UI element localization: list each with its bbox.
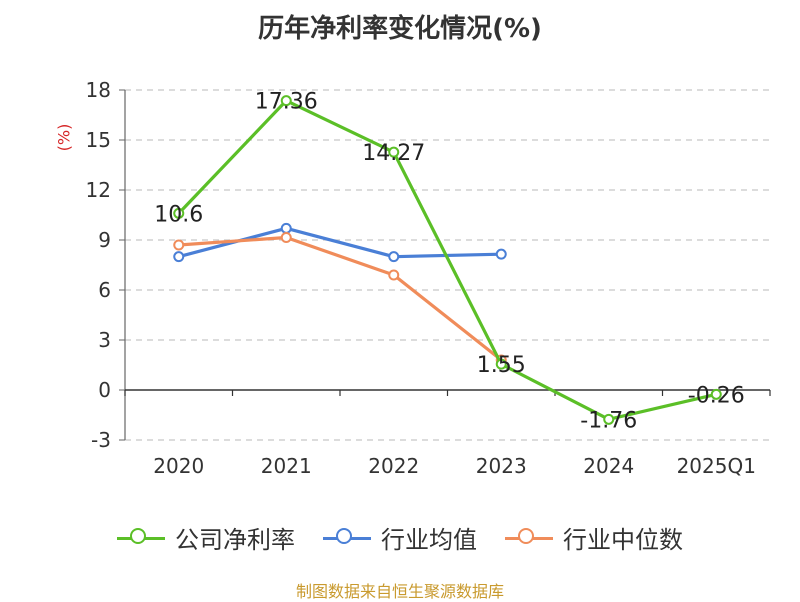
series-0-point-2022 <box>388 146 400 158</box>
series-0-point-2023 <box>495 358 507 370</box>
series-1-point-2020 <box>173 251 185 263</box>
data-label-2020: 10.6 <box>154 202 203 227</box>
series-line-2 <box>178 235 503 362</box>
series-0-point-2020 <box>173 207 185 219</box>
data-label-2024: -1.76 <box>580 408 637 433</box>
x-tick-label-2024: 2024 <box>583 454 634 478</box>
series-0-point-2025Q1 <box>710 388 722 400</box>
legend-swatch-net-margin <box>117 526 165 550</box>
chart-title: 历年净利率变化情况(%) <box>258 14 542 44</box>
legend-label-net-margin: 公司净利率 <box>175 526 295 554</box>
legend: 公司净利率 行业均值 行业中位数 <box>0 520 800 555</box>
legend-label-industry-median: 行业中位数 <box>563 526 683 554</box>
data-label-2025Q1: -0.26 <box>688 383 745 408</box>
y-tick-label-15: 15 <box>86 128 111 152</box>
series-1-point-2022 <box>388 251 400 263</box>
x-tick-label-2023: 2023 <box>476 454 527 478</box>
x-tick-label-2020: 2020 <box>153 454 204 478</box>
series-2-point-2022 <box>388 269 400 281</box>
legend-item-net-margin[interactable]: 公司净利率 <box>117 520 295 555</box>
x-tick-label-2022: 2022 <box>368 454 419 478</box>
legend-swatch-industry-median <box>505 526 553 550</box>
y-tick-label-3: 3 <box>98 328 111 352</box>
y-tick-label-0: 0 <box>98 378 111 402</box>
series-2-point-2021 <box>280 232 292 243</box>
series-1-point-2023 <box>495 248 507 260</box>
series-2-point-2020 <box>173 239 185 251</box>
x-tick-label-2025Q1: 2025Q1 <box>677 454 756 478</box>
x-tick-label-2021: 2021 <box>261 454 312 478</box>
data-label-2023: 1.55 <box>477 353 526 378</box>
series-line-0 <box>177 99 717 421</box>
legend-swatch-industry-mean <box>323 526 371 550</box>
y-tick-label-18: 18 <box>86 78 111 102</box>
series-0-point-2024 <box>603 413 615 425</box>
legend-item-industry-median[interactable]: 行业中位数 <box>505 520 683 555</box>
data-label-2021: 17.36 <box>255 90 318 115</box>
series-0-point-2021 <box>280 95 292 107</box>
legend-label-industry-mean: 行业均值 <box>381 526 477 554</box>
y-tick-label-9: 9 <box>98 228 111 252</box>
y-tick-label--3: -3 <box>91 428 111 452</box>
y-tick-label-6: 6 <box>98 278 111 302</box>
data-source-note: 制图数据来自恒生聚源数据库 <box>295 582 504 601</box>
series-1-point-2021 <box>280 222 292 234</box>
y-tick-label-12: 12 <box>86 178 111 202</box>
legend-item-industry-mean[interactable]: 行业均值 <box>323 520 477 555</box>
data-label-2022: 14.27 <box>362 141 425 166</box>
